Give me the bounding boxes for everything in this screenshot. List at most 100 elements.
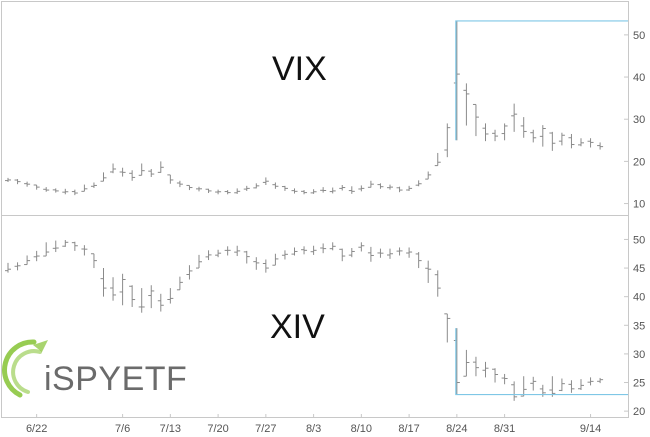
- xiv-bar: [215, 249, 222, 258]
- xiv-bar: [463, 349, 470, 377]
- vix-bars: [5, 20, 604, 196]
- vix-bar: [472, 103, 479, 137]
- xiv-bar: [110, 277, 117, 301]
- vix-y-tick-label: 10: [633, 199, 645, 211]
- vix-bar: [157, 161, 164, 173]
- xiv-bar: [62, 240, 69, 247]
- xiv-bar: [434, 270, 441, 297]
- x-axis: 6/22 7/6 7/13 7/20 7/27 8/3 8/10 8/17 8/24 8/31 9/…: [26, 414, 601, 435]
- xiv-bar: [310, 245, 317, 255]
- vix-bar: [501, 123, 508, 141]
- vix-bar: [224, 190, 231, 195]
- xiv-bar: [520, 376, 527, 397]
- xiv-bar: [272, 253, 279, 266]
- xiv-y-tick-label: 30: [633, 349, 645, 361]
- vix-bar: [262, 177, 269, 186]
- vix-bar: [24, 181, 31, 187]
- xiv-y-tick-label: 25: [633, 378, 645, 390]
- vix-bar: [215, 189, 222, 195]
- xiv-bar: [253, 257, 260, 270]
- xiv-bar: [14, 262, 21, 271]
- vix-bar: [367, 180, 374, 188]
- logo-arc-outer: [2, 339, 37, 398]
- x-tick-label: 7/6: [115, 423, 130, 435]
- xiv-bar: [396, 247, 403, 256]
- xiv-bar: [339, 248, 346, 262]
- vix-bar: [52, 188, 59, 193]
- xiv-bar: [24, 255, 31, 266]
- xiv-bar: [530, 376, 537, 391]
- vix-bar: [434, 152, 441, 167]
- x-tick-label: 8/3: [306, 423, 321, 435]
- vix-bar: [463, 83, 470, 126]
- vix-bar: [81, 184, 88, 192]
- chart-frame: [1, 1, 629, 418]
- xiv-y-ticks: 20 25 30 35 40 45 50: [624, 234, 645, 418]
- xiv-bar: [406, 247, 413, 258]
- vix-bar: [272, 182, 279, 189]
- vix-bar: [196, 186, 202, 192]
- xiv-y-tick-label: 50: [633, 234, 645, 246]
- xiv-bar: [129, 285, 136, 307]
- xiv-bar: [425, 260, 432, 283]
- xiv-bar: [415, 252, 422, 269]
- xiv-bar: [157, 293, 164, 312]
- xiv-bar: [234, 245, 241, 257]
- xiv-bar: [81, 245, 88, 256]
- x-tick-label: 7/27: [255, 423, 276, 435]
- vix-y-tick-label: 50: [633, 30, 645, 42]
- vix-bar: [377, 183, 384, 189]
- vix-bar: [329, 187, 336, 194]
- vix-bar: [176, 180, 183, 188]
- xiv-bar: [186, 265, 193, 280]
- xiv-bar: [119, 273, 126, 306]
- x-tick-label: 8/10: [351, 423, 372, 435]
- xiv-bar: [377, 248, 384, 258]
- xiv-bar: [492, 368, 499, 383]
- xiv-bar: [482, 361, 489, 378]
- vix-bar: [568, 133, 575, 149]
- vix-bar: [43, 187, 50, 192]
- vix-bar: [205, 188, 212, 194]
- vix-bar: [530, 129, 537, 143]
- xiv-bar: [33, 250, 40, 262]
- xiv-bar: [587, 377, 594, 386]
- vix-bar: [539, 125, 546, 147]
- x-tick-label: 9/14: [580, 423, 601, 435]
- vix-bar: [348, 186, 355, 194]
- vix-bar: [33, 184, 40, 190]
- xiv-bar: [262, 259, 269, 273]
- xiv-bar: [52, 240, 59, 253]
- vix-bar: [243, 185, 250, 191]
- vix-bar: [110, 163, 117, 174]
- vix-bar: [453, 20, 460, 141]
- vix-bar: [578, 138, 584, 147]
- vix-bar: [339, 185, 346, 191]
- logo-spark: [33, 340, 48, 352]
- vix-bar: [320, 187, 327, 193]
- xiv-bar: [329, 242, 336, 251]
- xiv-bar: [511, 381, 518, 401]
- xiv-bar: [148, 285, 155, 309]
- x-tick-label: 7/13: [160, 423, 181, 435]
- x-tick-label: 8/17: [398, 423, 419, 435]
- vix-bar: [5, 177, 11, 183]
- xiv-bar: [444, 313, 451, 343]
- vix-bar: [492, 129, 499, 142]
- xiv-y-tick-label: 20: [633, 406, 645, 418]
- vix-bar: [14, 179, 21, 185]
- x-tick-label: 7/20: [207, 423, 228, 435]
- vix-bar: [511, 103, 518, 132]
- vix-peak-line: [455, 20, 628, 141]
- x-tick-label: 8/24: [446, 423, 467, 435]
- xiv-bar: [5, 262, 11, 273]
- xiv-bars: [5, 240, 604, 401]
- vix-bar: [281, 185, 288, 191]
- xiv-bar: [472, 356, 479, 377]
- vix-bar: [90, 182, 97, 188]
- xiv-bar: [281, 250, 288, 260]
- vix-bar: [71, 189, 78, 196]
- plot-border: [1, 1, 629, 418]
